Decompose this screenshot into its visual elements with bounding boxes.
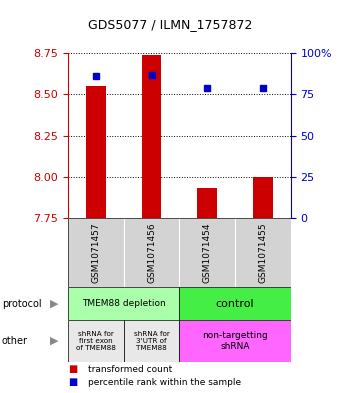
Bar xyxy=(180,287,291,320)
Text: ■: ■ xyxy=(68,377,77,387)
Text: percentile rank within the sample: percentile rank within the sample xyxy=(88,378,241,387)
Bar xyxy=(86,86,106,218)
Text: other: other xyxy=(2,336,28,346)
Bar xyxy=(124,218,180,287)
Bar xyxy=(124,320,180,362)
Text: ▶: ▶ xyxy=(50,336,58,346)
Bar xyxy=(235,218,291,287)
Bar xyxy=(198,188,217,218)
Bar xyxy=(180,218,235,287)
Text: shRNA for
3'UTR of
TMEM88: shRNA for 3'UTR of TMEM88 xyxy=(134,331,169,351)
Text: protocol: protocol xyxy=(2,299,41,309)
Bar xyxy=(180,320,291,362)
Bar xyxy=(253,177,273,218)
Bar xyxy=(68,287,180,320)
Text: ■: ■ xyxy=(68,364,77,374)
Text: non-targetting
shRNA: non-targetting shRNA xyxy=(202,331,268,351)
Text: shRNA for
first exon
of TMEM88: shRNA for first exon of TMEM88 xyxy=(76,331,116,351)
Text: GSM1071454: GSM1071454 xyxy=(203,222,212,283)
Text: control: control xyxy=(216,299,254,309)
Text: GSM1071456: GSM1071456 xyxy=(147,222,156,283)
Bar xyxy=(142,55,161,218)
Text: GSM1071457: GSM1071457 xyxy=(91,222,100,283)
Bar xyxy=(68,320,124,362)
Text: TMEM88 depletion: TMEM88 depletion xyxy=(82,299,166,308)
Text: ▶: ▶ xyxy=(50,299,58,309)
Text: GSM1071455: GSM1071455 xyxy=(258,222,267,283)
Text: GDS5077 / ILMN_1757872: GDS5077 / ILMN_1757872 xyxy=(88,18,252,31)
Bar xyxy=(68,218,124,287)
Text: transformed count: transformed count xyxy=(88,365,173,374)
